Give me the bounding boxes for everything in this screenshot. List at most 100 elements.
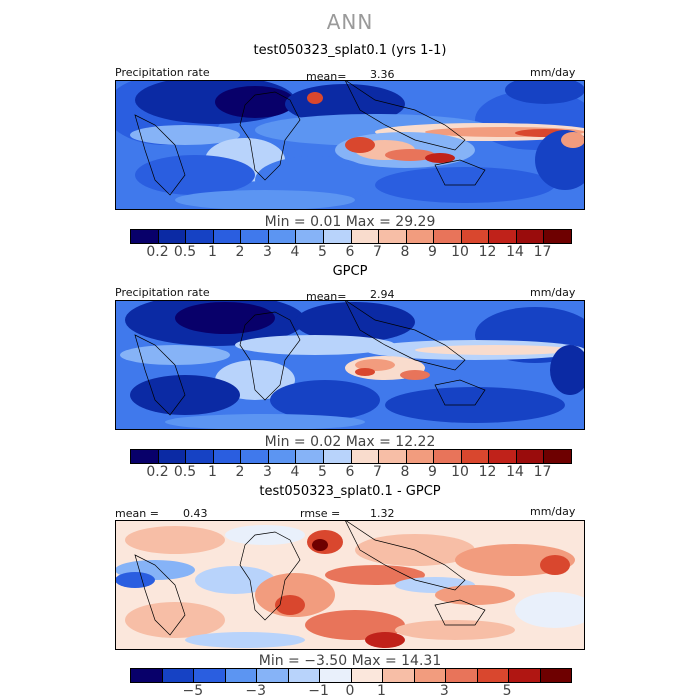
colorbar-swatch [295,450,323,463]
colorbar-swatch [131,669,162,682]
colorbar-tick-label: 14 [506,244,524,260]
colorbar-swatch [433,230,461,243]
colorbar-tick-label: 12 [478,464,497,480]
panel1-left-label: Precipitation rate [115,66,210,79]
colorbar-swatch [515,450,544,463]
colorbar-swatch [515,230,544,243]
colorbar-swatch [378,230,406,243]
panel3-map [115,520,585,650]
colorbar-tick-label: 10 [451,244,469,260]
colorbar-tick-label: 3 [263,464,272,480]
colorbar-swatch [488,450,516,463]
colorbar-swatch [350,450,379,463]
panel3-colorbar [130,668,572,683]
colorbar-tick-label: 1 [376,683,386,699]
colorbar-tick-label: 10 [451,464,469,480]
colorbar-swatch [295,230,323,243]
colorbar-tick-label: 12 [478,244,497,260]
colorbar-swatch [350,669,382,682]
panel3-rmse-label: rmse = [300,507,341,520]
colorbar-swatch [161,669,193,682]
colorbar-tick-label: 7 [373,244,382,260]
panel2-map [115,300,585,430]
colorbar-tick-label: 9 [428,464,437,480]
colorbar-swatch [405,230,434,243]
colorbar-tick-label: 5 [502,683,512,699]
colorbar-tick-label: 5 [318,464,327,480]
colorbar-swatch [267,230,296,243]
colorbar-swatch [131,230,158,243]
panel1-minmax: Min = 0.01 Max = 29.29 [264,214,436,230]
colorbar-swatch [322,450,351,463]
colorbar-swatch [322,230,351,243]
colorbar-tick-label: 1 [208,464,217,480]
colorbar-tick-label: 3 [263,244,272,260]
colorbar-tick-label: 17 [533,464,552,480]
colorbar-swatch [539,669,571,682]
panel3-minmax: Min = −3.50 Max = 14.31 [258,653,442,669]
colorbar-tick-label: 9 [428,244,437,260]
panel2-heading: GPCP [332,264,368,279]
panel2-units: mm/day [530,286,576,299]
panel2-minmax: Min = 0.02 Max = 12.22 [264,434,436,450]
colorbar-swatch [382,669,414,682]
colorbar-tick-label: −1 [308,683,329,699]
colorbar-tick-label: 8 [400,464,410,480]
colorbar-swatch [543,230,571,243]
panel3-mean-value: 0.43 [183,507,208,520]
colorbar-tick-label: 1 [208,244,217,260]
panel3-units: mm/day [530,505,576,518]
colorbar-tick-label: 0.2 [146,464,169,480]
panel2-colorbar [130,449,572,464]
panel2-mean-value: 2.94 [370,288,395,301]
colorbar-swatch [240,230,268,243]
colorbar-swatch [378,450,406,463]
colorbar-tick-label: 8 [400,244,410,260]
panel1-colorbar-ticks: 0.2 0.5 1 2 3 4 5 6 7 8 9 10 12 14 17 [130,244,570,260]
colorbar-tick-label: 0 [345,683,355,699]
colorbar-swatch [350,230,379,243]
colorbar-swatch [488,230,516,243]
panel3-mean-label: mean = [115,507,159,520]
panel2-map-svg [115,300,585,430]
panel1-map [115,80,585,210]
panel3-heading: test050323_splat0.1 - GPCP [259,484,441,499]
colorbar-tick-label: 5 [318,244,327,260]
colorbar-tick-label: −5 [182,683,204,699]
panel1-heading: test050323_splat0.1 (yrs 1-1) [253,43,447,58]
colorbar-swatch [157,450,186,463]
colorbar-tick-label: 17 [533,244,552,260]
colorbar-swatch [405,450,434,463]
colorbar-tick-label: 3 [439,683,449,699]
panel2-left-label: Precipitation rate [115,286,210,299]
colorbar-tick-label: 0.5 [173,464,197,480]
panel1-map-svg [115,80,585,210]
panel1-units: mm/day [530,66,576,79]
colorbar-swatch [445,669,477,682]
panel1-mean-label: mean= [306,70,347,83]
panel2-colorbar-ticks: 0.2 0.5 1 2 3 4 5 6 7 8 9 10 12 14 17 [130,464,570,480]
colorbar-swatch [212,230,241,243]
colorbar-swatch [460,450,489,463]
colorbar-tick-label: −3 [245,683,267,699]
colorbar-swatch [185,230,213,243]
colorbar-tick-label: 2 [235,464,245,480]
colorbar-swatch [224,669,256,682]
colorbar-swatch [508,669,540,682]
colorbar-tick-label: 14 [506,464,524,480]
panel2-mean-label: mean= [306,290,347,303]
colorbar-swatch [256,669,288,682]
colorbar-swatch [212,450,241,463]
panel3-rmse-value: 1.32 [370,507,395,520]
colorbar-tick-label: 0.5 [173,244,197,260]
colorbar-swatch [131,450,158,463]
colorbar-tick-label: 7 [373,464,382,480]
colorbar-swatch [287,669,319,682]
panel1-colorbar [130,229,572,244]
colorbar-swatch [157,230,186,243]
panel3-colorbar-ticks: −5 −3 −1 0 1 3 5 [130,683,570,699]
colorbar-swatch [240,450,268,463]
colorbar-tick-label: 4 [290,244,300,260]
panel1-mean-value: 3.36 [370,68,395,81]
colorbar-tick-label: 2 [235,244,245,260]
